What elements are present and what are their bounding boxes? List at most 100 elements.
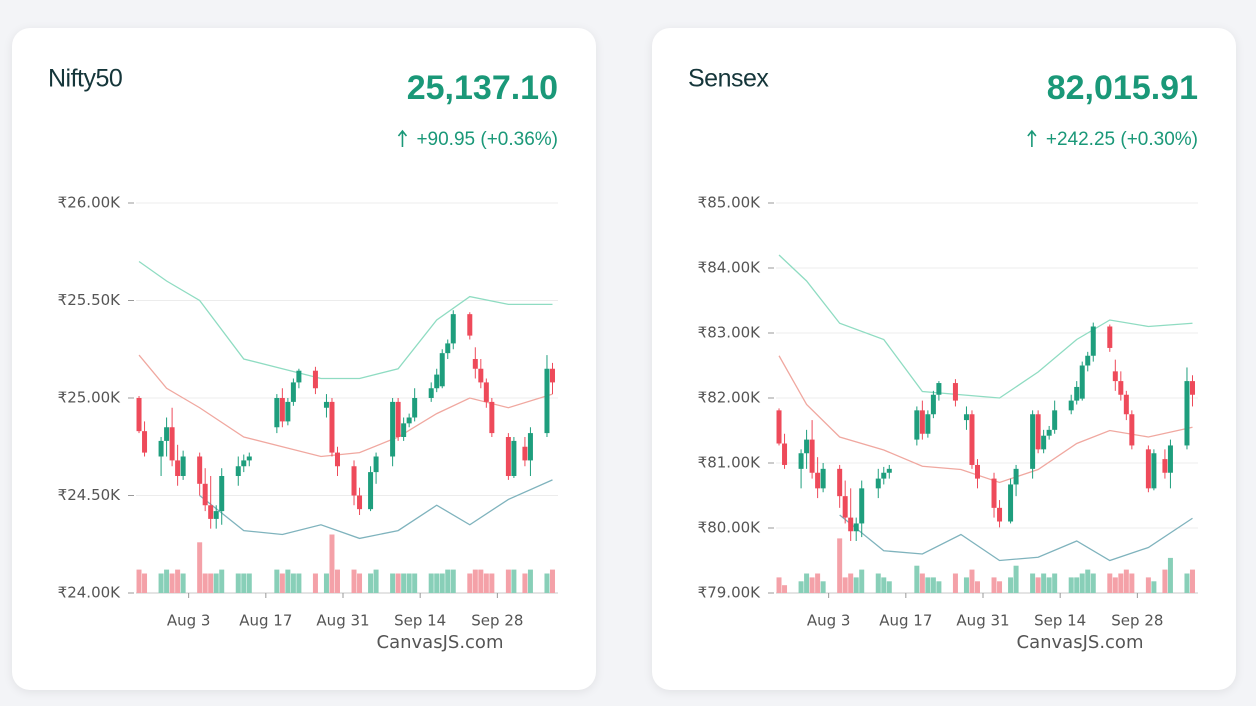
candle-body <box>522 446 528 461</box>
credit: CanvasJS.com <box>1017 632 1144 653</box>
candle-body <box>246 456 252 461</box>
volume-bar <box>434 573 440 593</box>
candle-body <box>1008 484 1014 522</box>
band-line <box>778 355 1193 484</box>
volume-bar <box>290 573 296 593</box>
candle-body <box>815 472 821 489</box>
candle-body <box>1030 414 1036 469</box>
card: Sensex 82,015.91 +242.25 (+0.30%) ₹79.00K ₹8… <box>652 28 1236 690</box>
candle-body <box>914 410 920 440</box>
candle-body <box>837 468 843 497</box>
candle-body <box>886 468 892 473</box>
volume-bar <box>1151 581 1157 593</box>
volume-bar <box>1074 577 1080 593</box>
volume-bar <box>246 573 252 593</box>
y-tick-label: ₹85.00K <box>698 194 761 212</box>
candle-body <box>175 460 181 476</box>
volume-bar <box>875 573 881 593</box>
volume-bar <box>285 569 291 593</box>
chart: Nifty50 25,137.10 +90.95 (+0.36%) ₹24.00K ₹2… <box>48 65 558 653</box>
candle-body <box>467 314 473 336</box>
x-tick-label: Aug 17 <box>239 612 292 630</box>
volume-bar <box>914 565 920 593</box>
candle-body <box>1046 429 1052 436</box>
candle-body <box>329 401 335 453</box>
volume-bar <box>1052 573 1058 593</box>
volume-bar <box>279 573 285 593</box>
y-tick-label: ₹79.00K <box>698 584 761 602</box>
volume-bar <box>1189 569 1195 593</box>
volume-bar <box>368 573 374 593</box>
candle-body <box>505 437 511 476</box>
candle-body <box>450 314 456 344</box>
volume-bar <box>925 577 931 593</box>
candle-body <box>1085 355 1091 366</box>
candle-body <box>169 427 175 461</box>
volume-bar <box>842 577 848 593</box>
price: 25,137.10 <box>407 69 558 107</box>
candle-body <box>798 453 804 469</box>
chart: Sensex 82,015.91 +242.25 (+0.30%) ₹79.00K ₹8… <box>688 65 1198 653</box>
volume-bar <box>395 573 401 593</box>
candle-body <box>991 478 997 508</box>
candle-body <box>1162 459 1168 473</box>
volume-bar <box>782 585 788 593</box>
volume-bar <box>428 573 434 593</box>
candle-body <box>368 472 374 510</box>
candle-body <box>158 440 164 457</box>
candle-body <box>549 368 555 383</box>
candle-body <box>373 456 379 473</box>
volume-bar <box>776 577 782 593</box>
volume-bar <box>142 573 148 593</box>
card-title: Nifty50 <box>48 65 122 93</box>
band-line <box>199 479 553 540</box>
candle-body <box>274 398 280 428</box>
candle-body <box>290 382 296 402</box>
volume-bar <box>478 569 484 593</box>
candle-body <box>1041 435 1047 450</box>
candle-body <box>1123 394 1129 415</box>
band-line <box>839 514 1193 562</box>
volume-bar <box>296 573 302 593</box>
candle-body <box>406 417 412 424</box>
volume-bar <box>969 569 975 593</box>
candle-body <box>219 476 225 512</box>
candle-body <box>235 466 241 476</box>
volume-bar <box>1068 577 1074 593</box>
candle-body <box>357 495 363 510</box>
volume-bar <box>1112 577 1118 593</box>
candle-body <box>919 410 925 434</box>
volume-bar <box>483 573 489 593</box>
candle-body <box>323 401 329 408</box>
price-change: +242.25 (+0.30%) <box>1046 129 1198 150</box>
y-tick-label: ₹25.00K <box>58 389 121 407</box>
candle-body <box>142 431 148 453</box>
volume-bar <box>197 542 203 593</box>
volume-bar <box>1041 573 1047 593</box>
y-tick-label: ₹83.00K <box>698 324 761 342</box>
price: 82,015.91 <box>1047 69 1198 107</box>
candle-body <box>197 456 203 484</box>
volume-bar <box>1118 573 1124 593</box>
candle-body <box>974 464 980 479</box>
volume-bar <box>202 573 208 593</box>
candle-body <box>1189 381 1195 395</box>
candle-body <box>1013 468 1019 485</box>
candle-body <box>478 368 484 383</box>
volume-bar <box>158 573 164 593</box>
volume-bar <box>489 573 495 593</box>
volume-bar <box>527 569 533 593</box>
candle-body <box>1035 414 1041 450</box>
volume-bar <box>848 573 854 593</box>
volume-bar <box>1184 573 1190 593</box>
band-line <box>138 354 553 458</box>
x-tick-label: Aug 31 <box>316 612 369 630</box>
volume-bar <box>213 573 219 593</box>
candle-body <box>136 398 142 432</box>
volume-bar <box>886 581 892 593</box>
volume-bar <box>241 573 247 593</box>
y-tick-label: ₹81.00K <box>698 454 761 472</box>
volume-bar <box>1035 577 1041 593</box>
x-tick-label: Sep 28 <box>1111 612 1163 630</box>
